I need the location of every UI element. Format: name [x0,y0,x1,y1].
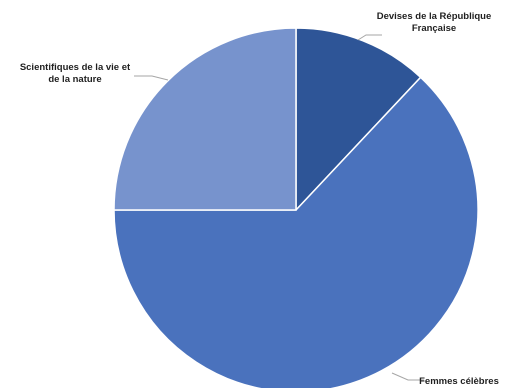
pie-slice-3 [113,27,297,211]
pie-slice-2 [113,76,479,388]
leader-line-2 [391,372,424,381]
pie-slices [113,27,479,388]
leader-line-1 [357,34,382,41]
slice-label-3-line-2: de la nature [48,74,101,85]
leader-line-3 [134,75,169,81]
pie-slice-1 [295,27,422,212]
slice-label-1-line-1: Devises de la République [377,11,492,22]
slice-label-2-line-1: Femmes célèbres [419,376,499,387]
leader-lines [134,34,424,381]
slice-label-3-line-1: Scientifiques de la vie et [20,62,131,73]
slice-label-1-line-2: Française [412,23,456,34]
